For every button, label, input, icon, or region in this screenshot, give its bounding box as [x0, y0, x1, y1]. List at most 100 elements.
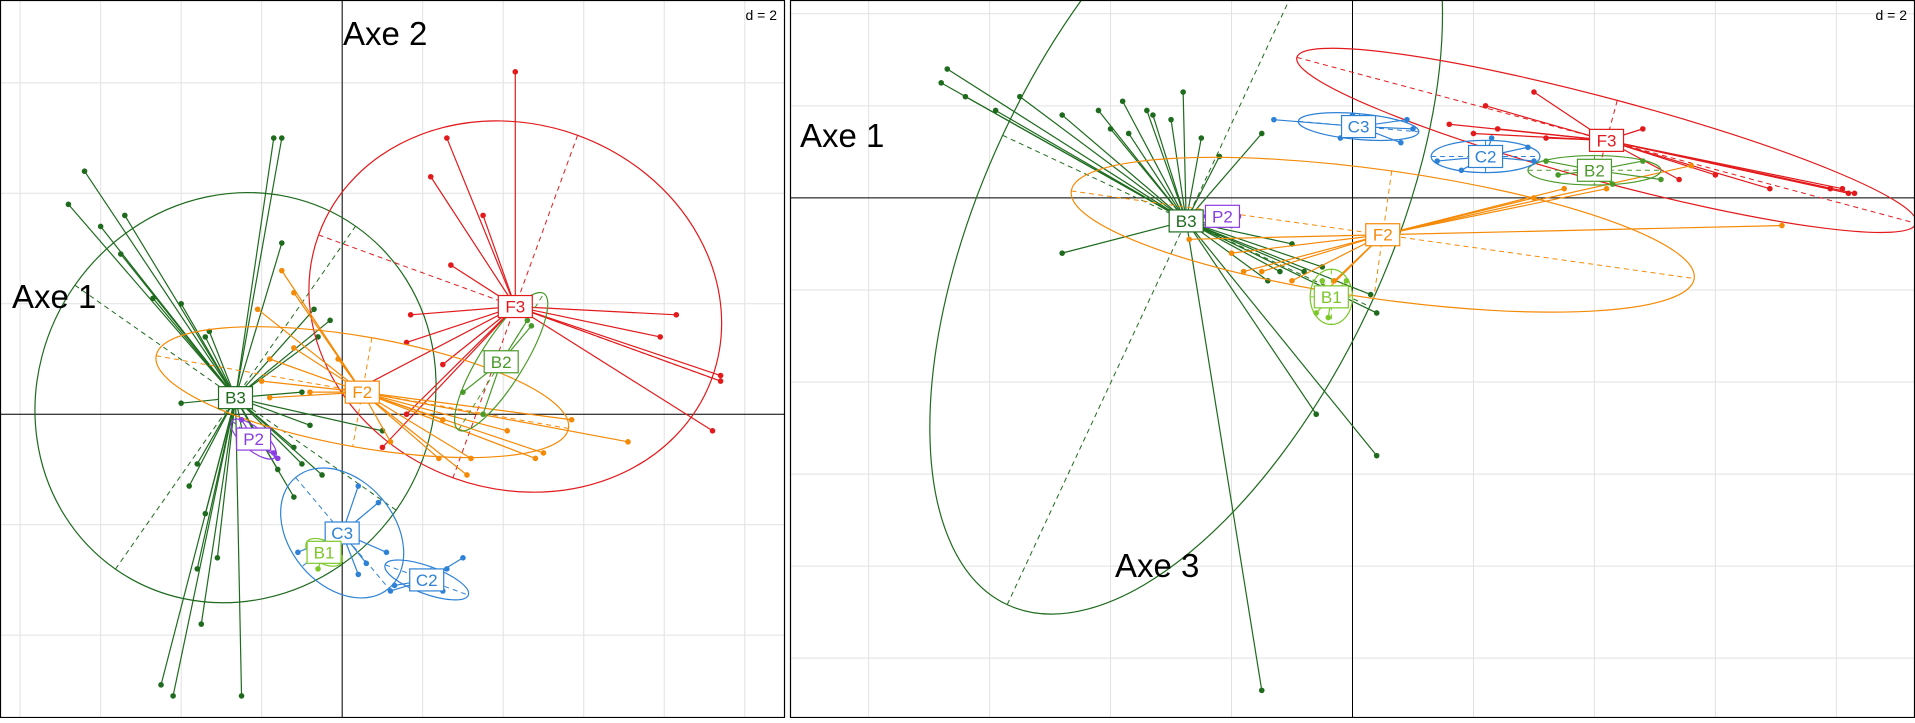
data-point: [278, 135, 285, 141]
star-segment: [361, 391, 468, 476]
data-point: [1059, 250, 1065, 256]
star-segment: [406, 305, 516, 344]
data-point: [1525, 144, 1531, 151]
data-point: [1688, 162, 1695, 169]
data-point: [1107, 126, 1114, 132]
panel-frame: [0, 0, 786, 719]
data-point: [238, 693, 245, 699]
data-point: [1494, 126, 1501, 132]
star-segment: [1128, 133, 1187, 222]
scale-label: d = 2: [745, 7, 777, 23]
group-label-B3: B3: [217, 386, 254, 410]
data-point: [178, 400, 184, 406]
data-point: [278, 240, 285, 246]
data-point: [528, 323, 535, 329]
data-point: [319, 472, 325, 478]
plot-area: B3 F3 F2 B2 C3 C2 P2 B1: [790, 0, 1915, 718]
ellipse-axis-major: [1296, 56, 1915, 224]
data-point: [1367, 291, 1374, 298]
star-segment: [1185, 220, 1323, 268]
data-point: [1095, 107, 1102, 114]
data-point: [657, 334, 664, 340]
star-segment: [1170, 119, 1187, 222]
group-label-B2: B2: [1576, 158, 1613, 182]
data-point: [1325, 314, 1332, 321]
data-point: [1258, 687, 1265, 694]
data-point: [1289, 277, 1295, 284]
data-point: [295, 549, 301, 556]
label-box: [1365, 223, 1401, 247]
label-text: P2: [1212, 207, 1233, 226]
star-segment: [1497, 128, 1607, 141]
data-point: [673, 312, 680, 318]
data-point: [1240, 268, 1247, 275]
data-point: [170, 693, 176, 699]
star-segment: [1382, 188, 1607, 236]
star-segment: [216, 397, 237, 558]
star-segment: [293, 292, 363, 393]
star-segment: [180, 303, 237, 398]
group-label-P2: P2: [1204, 204, 1241, 228]
star-segment: [235, 397, 323, 476]
data-point: [512, 69, 519, 75]
star-segment: [361, 391, 472, 459]
star-segment: [482, 215, 516, 307]
label-text: P2: [243, 430, 264, 449]
star-segment: [1485, 105, 1607, 141]
star-segment: [1061, 114, 1187, 222]
data-point: [1343, 277, 1350, 284]
star-segment: [124, 215, 237, 398]
data-point: [427, 173, 434, 180]
data-point: [291, 345, 297, 351]
data-point: [504, 428, 511, 434]
star-segment: [515, 305, 721, 382]
data-point: [1398, 139, 1404, 146]
ellipse-axis-major: [1006, 0, 1290, 605]
panel-axe1-axe3: B3 F3 F2 B2 C3 C2 P2 B1 d = 2 Axe 3 Axe 1: [789, 0, 1915, 719]
data-point: [391, 582, 398, 589]
data-point: [1609, 181, 1616, 187]
star-segment: [1185, 220, 1378, 457]
data-point: [1168, 116, 1174, 123]
series-B3: [929, 0, 1444, 694]
group-label-F3: F3: [1588, 128, 1625, 152]
label-box: [1313, 285, 1349, 309]
group-label-B3: B3: [1168, 209, 1204, 233]
ellipse-axis-major: [384, 564, 469, 596]
data-point: [1712, 172, 1719, 178]
data-point: [278, 267, 285, 274]
data-point: [1373, 310, 1380, 316]
data-point: [1470, 130, 1477, 137]
star-segment: [362, 391, 572, 421]
star-segment: [515, 305, 677, 316]
data-point: [1488, 135, 1495, 141]
data-point: [327, 317, 333, 324]
axis-label-y: Axe 3: [1115, 547, 1199, 584]
data-point: [65, 201, 72, 208]
group-label-C2: C2: [409, 568, 445, 592]
label-box: [306, 540, 342, 564]
axis-label-x: Axe 1: [12, 278, 96, 315]
data-point: [1531, 158, 1537, 164]
data-point: [480, 212, 486, 219]
star-segment: [234, 137, 283, 398]
star-segment: [1019, 96, 1187, 222]
data-point: [355, 483, 362, 489]
label-text: C3: [1348, 118, 1370, 137]
data-point: [468, 455, 474, 462]
label-text: C2: [416, 571, 438, 590]
data-point: [1150, 112, 1156, 118]
data-point: [375, 499, 382, 506]
data-point: [291, 289, 297, 296]
data-point: [315, 334, 321, 340]
data-point: [460, 555, 466, 561]
data-point: [1851, 190, 1858, 197]
label-box: [1467, 144, 1504, 169]
label-box: [217, 386, 254, 410]
star-segment: [1186, 220, 1293, 245]
data-point: [274, 466, 281, 473]
data-point: [254, 306, 261, 313]
data-point: [717, 378, 724, 384]
data-point: [524, 317, 531, 324]
data-point: [1404, 116, 1410, 123]
